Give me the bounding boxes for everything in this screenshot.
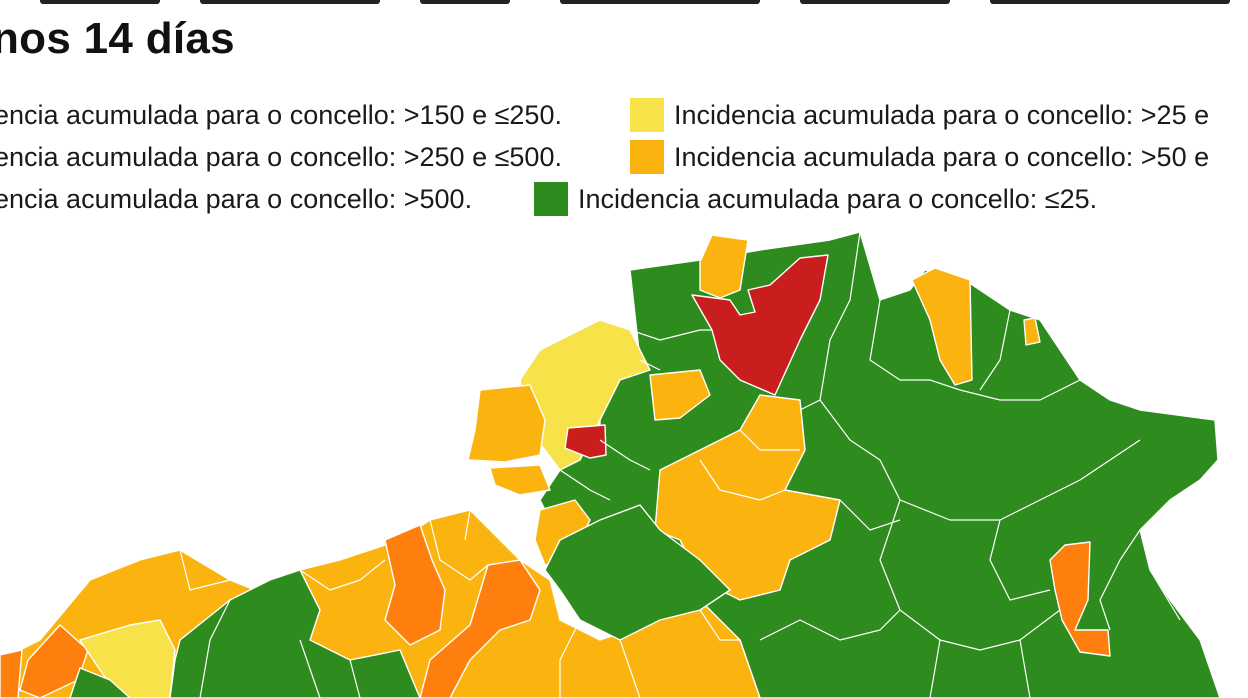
legend-label: encia acumulada para o concello: >250 e … — [0, 142, 562, 172]
legend-swatch — [534, 182, 568, 216]
municipality-borders — [179, 231, 1181, 698]
municipality-darkorange-4 — [0, 649, 23, 698]
municipality-red-north — [691, 254, 829, 396]
municipality-orange-column — [911, 267, 973, 386]
municipality-peninsula-orange-2 — [489, 464, 551, 496]
municipality-orange-tiny — [1023, 317, 1041, 346]
legend-item-25-50: Incidencia acumulada para o concello: >2… — [630, 98, 1209, 132]
legend-label: Incidencia acumulada para o concello: >2… — [674, 99, 1210, 130]
municipality-orange-north-tip — [699, 234, 749, 299]
choropleth-map — [0, 228, 1248, 698]
cropped-header-text — [0, 0, 1248, 10]
legend-item-under-25: Incidencia acumulada para o concello: ≤2… — [534, 182, 1097, 216]
municipality-green-west-2 — [69, 667, 131, 698]
legend-item-50-150: Incidencia acumulada para o concello: >5… — [630, 140, 1209, 174]
municipality-darkorange-1 — [384, 524, 446, 646]
municipality-orange-central — [649, 369, 711, 421]
legend-item-over-500: encia acumulada para o concello: >500. — [0, 184, 472, 215]
municipality-peninsula-orange — [467, 384, 546, 463]
legend-swatch — [630, 98, 664, 132]
legend-label: Incidencia acumulada para o concello: ≤2… — [578, 183, 1098, 214]
legend-label: encia acumulada para o concello: >150 e … — [0, 100, 562, 130]
municipality-darkorange-2 — [419, 559, 541, 698]
map-title: nos 14 días — [0, 14, 235, 63]
legend-label: encia acumulada para o concello: >500. — [0, 184, 473, 214]
legend-swatch — [630, 140, 664, 174]
legend-label: Incidencia acumulada para o concello: >5… — [674, 141, 1210, 172]
legend-item-150-250: encia acumulada para o concello: >150 e … — [0, 100, 562, 131]
legend-item-250-500: encia acumulada para o concello: >250 e … — [0, 142, 562, 173]
legend: encia acumulada para o concello: >150 e … — [0, 98, 1248, 220]
municipality-green-west-1 — [169, 569, 421, 698]
municipality-red-small — [564, 424, 607, 459]
